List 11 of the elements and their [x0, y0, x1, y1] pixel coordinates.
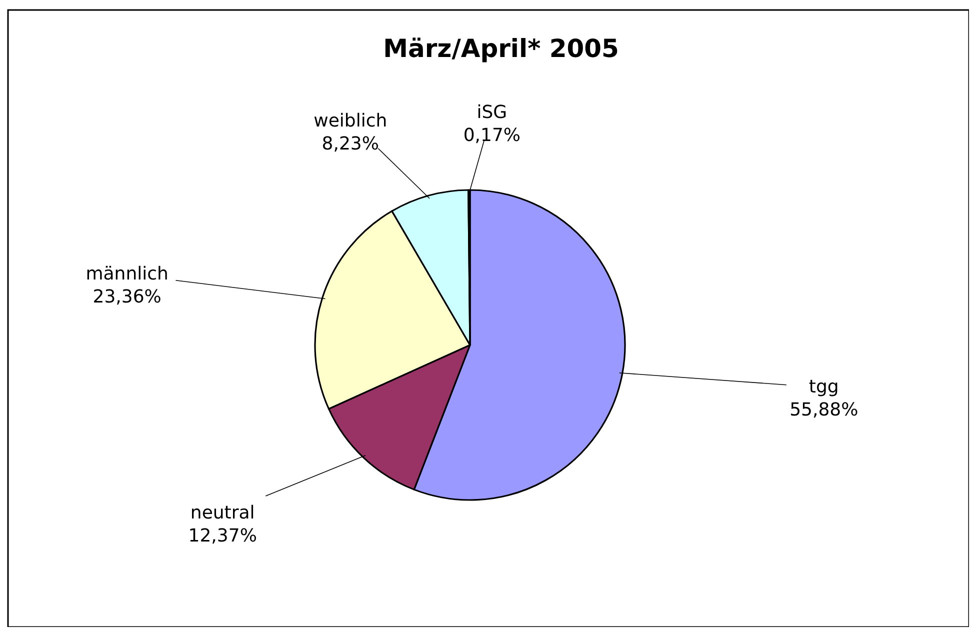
- data-label: 0,17%: [463, 125, 521, 146]
- data-label: 55,88%: [790, 400, 858, 421]
- data-label: 23,36%: [92, 286, 162, 308]
- slice-label: männlich: [86, 263, 168, 284]
- data-label: 8,23%: [322, 133, 379, 154]
- slice-label: iSG: [476, 102, 508, 124]
- data-label: 12,37%: [188, 526, 257, 547]
- slice-label: weiblich: [314, 110, 388, 132]
- slice-label: tgg: [808, 376, 839, 398]
- chart-title: März/April* 2005: [383, 34, 619, 63]
- slice-label: neutral: [190, 502, 255, 524]
